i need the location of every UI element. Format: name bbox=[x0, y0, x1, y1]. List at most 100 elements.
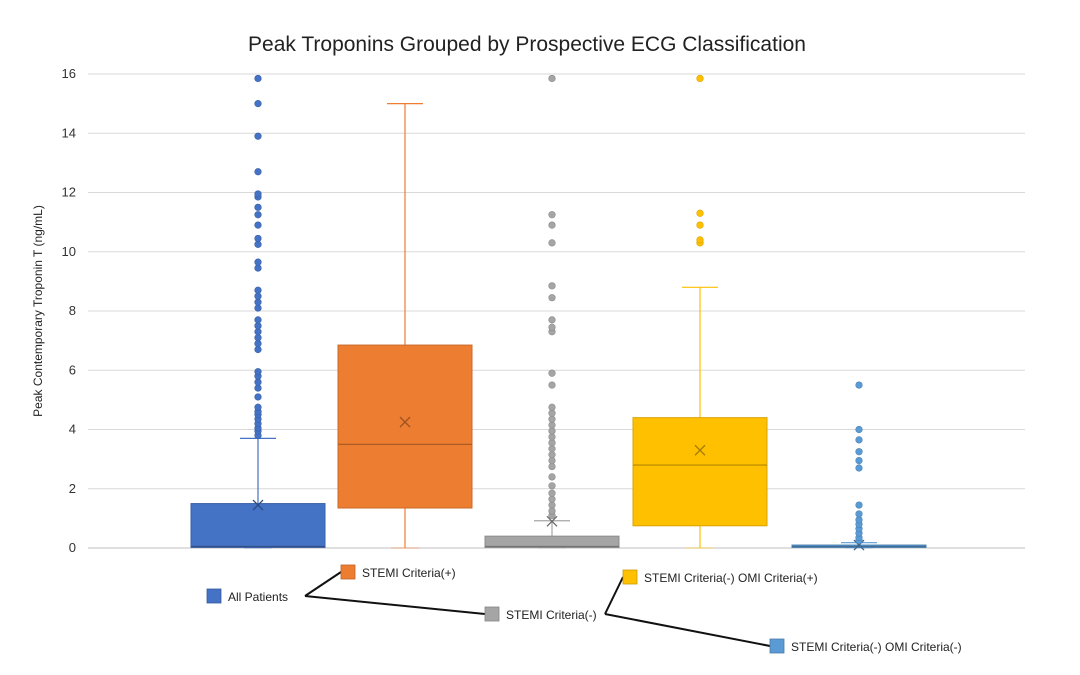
outlier-point bbox=[548, 415, 556, 423]
box-group bbox=[791, 381, 927, 551]
outlier-point bbox=[254, 334, 262, 342]
outlier-point bbox=[254, 403, 262, 411]
outlier-point bbox=[254, 298, 262, 306]
outlier-point bbox=[548, 489, 556, 497]
legend-swatch bbox=[484, 606, 500, 622]
outlier-point bbox=[548, 427, 556, 435]
outlier-point bbox=[548, 381, 556, 389]
outlier-point bbox=[254, 393, 262, 401]
outlier-point bbox=[548, 74, 556, 83]
outlier-point bbox=[548, 495, 556, 503]
outlier-point bbox=[855, 516, 863, 524]
outlier-point bbox=[254, 240, 262, 248]
legend-swatch bbox=[340, 564, 356, 580]
outlier-point bbox=[548, 433, 556, 441]
mean-marker bbox=[546, 515, 558, 527]
outlier-point bbox=[548, 294, 556, 302]
outlier-point bbox=[548, 501, 556, 509]
outlier-point bbox=[254, 286, 262, 294]
outlier-point bbox=[548, 451, 556, 459]
legend-label: STEMI Criteria(-) bbox=[506, 608, 597, 622]
outlier-point bbox=[254, 100, 262, 108]
outlier-point bbox=[548, 457, 556, 465]
y-tick-label: 4 bbox=[69, 422, 76, 437]
box-group bbox=[484, 74, 620, 549]
outlier-point bbox=[254, 203, 262, 211]
outlier-point bbox=[548, 473, 556, 481]
mean-marker bbox=[694, 444, 706, 456]
legend-connector bbox=[304, 595, 486, 615]
outlier-point bbox=[254, 384, 262, 392]
y-tick-label: 6 bbox=[69, 362, 76, 377]
outlier-point bbox=[254, 74, 262, 83]
mean-marker bbox=[399, 416, 411, 428]
legend-label: STEMI Criteria(-) OMI Criteria(+) bbox=[644, 571, 818, 585]
box-group bbox=[632, 74, 768, 549]
outlier-point bbox=[548, 439, 556, 447]
outlier-point bbox=[548, 211, 556, 219]
outlier-point bbox=[855, 381, 863, 389]
outlier-point bbox=[548, 482, 556, 490]
outlier-point bbox=[855, 436, 863, 444]
legend-swatch bbox=[622, 569, 638, 585]
outlier-point bbox=[254, 292, 262, 300]
outlier-point bbox=[254, 316, 262, 324]
outlier-point bbox=[254, 328, 262, 336]
box-group bbox=[337, 103, 473, 549]
outlier-point bbox=[855, 501, 863, 509]
outlier-point bbox=[254, 378, 262, 386]
y-tick-label: 10 bbox=[62, 244, 76, 259]
outlier-point bbox=[548, 409, 556, 417]
legend-connector bbox=[604, 576, 624, 615]
outlier-point bbox=[254, 322, 262, 330]
outlier-point bbox=[855, 510, 863, 518]
boxes bbox=[190, 74, 927, 551]
outlier-point bbox=[254, 258, 262, 266]
outlier-point bbox=[548, 462, 556, 471]
mean-marker bbox=[252, 499, 264, 511]
legend-label: STEMI Criteria(+) bbox=[362, 566, 456, 580]
chart-title: Peak Troponins Grouped by Prospective EC… bbox=[248, 33, 806, 56]
legend-label: All Patients bbox=[228, 590, 288, 604]
outlier-point bbox=[696, 74, 704, 83]
outlier-point bbox=[254, 132, 262, 140]
outlier-point bbox=[254, 368, 262, 376]
y-tick-label: 2 bbox=[69, 481, 76, 496]
outlier-point bbox=[254, 168, 262, 176]
legend-connector bbox=[604, 613, 771, 647]
y-tick-label: 0 bbox=[69, 540, 76, 555]
outlier-point bbox=[548, 369, 556, 377]
legend: All Patients STEMI Criteria(+) STEMI Crite… bbox=[206, 564, 962, 654]
outlier-point bbox=[254, 234, 262, 243]
outlier-point bbox=[254, 190, 262, 198]
outlier-point bbox=[548, 445, 556, 453]
y-tick-label: 12 bbox=[62, 185, 76, 200]
outlier-point bbox=[548, 221, 556, 229]
outlier-point bbox=[548, 239, 556, 247]
outlier-point bbox=[696, 236, 704, 244]
outlier-point bbox=[855, 457, 863, 465]
y-tick-label: 14 bbox=[62, 125, 76, 140]
outlier-point bbox=[254, 304, 262, 312]
legend-swatch bbox=[769, 638, 785, 654]
box-group bbox=[190, 74, 326, 549]
outlier-point bbox=[855, 464, 863, 472]
legend-connector bbox=[304, 571, 342, 597]
box bbox=[190, 503, 326, 548]
outlier-point bbox=[548, 282, 556, 290]
gridlines bbox=[88, 73, 1025, 549]
box bbox=[337, 344, 473, 509]
y-axis-label: Peak Contemporary Troponin T (ng/mL) bbox=[31, 205, 45, 417]
y-axis-ticks: 0 2 4 6 8 10 12 14 16 bbox=[62, 66, 76, 555]
outlier-point bbox=[254, 339, 262, 348]
outlier-point bbox=[548, 507, 556, 515]
outlier-point bbox=[855, 448, 863, 456]
legend-swatch bbox=[206, 588, 222, 604]
y-tick-label: 8 bbox=[69, 303, 76, 318]
outlier-point bbox=[548, 421, 556, 429]
outlier-point bbox=[548, 316, 556, 324]
box bbox=[484, 535, 620, 548]
outlier-point bbox=[855, 425, 863, 434]
outlier-point bbox=[696, 221, 704, 229]
